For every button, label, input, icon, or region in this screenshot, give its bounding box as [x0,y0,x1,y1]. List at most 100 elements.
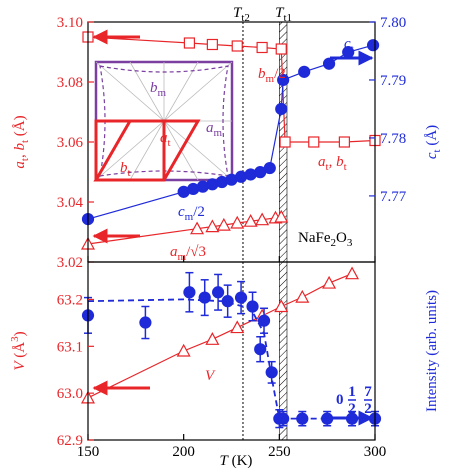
text-part: t2 [241,12,250,24]
marker [366,39,380,52]
series-line [87,298,375,420]
series-line [87,36,376,143]
text-part: t [344,161,347,173]
y-tick-label: 3.04 [57,195,84,211]
text-part: a [318,154,326,170]
transition-label: Tt2 [233,5,250,24]
text-part: b [150,80,158,96]
text-part: b [258,66,266,82]
y2-tick-label: 7.78 [380,131,406,147]
text-part: b [12,143,28,151]
y-tick-label: 3.10 [57,15,83,31]
inset-label: bm [150,80,167,99]
marker [230,215,245,229]
text-part: t [19,158,31,161]
text-part: a [160,130,168,146]
text-part: /2 [193,204,205,220]
text-part: t [19,140,31,143]
inset-label: am [206,120,223,139]
marker [345,266,360,280]
marker [342,46,355,59]
x-tick-label: 250 [268,444,291,460]
text-part: T [233,5,243,21]
text-part: t [128,167,131,179]
miller-index: 7 [364,384,372,400]
annotation: at, bt [318,154,347,173]
marker [274,299,289,313]
marker [231,40,243,52]
marker [190,221,205,235]
text-part: NaFe [298,230,331,246]
y-tick-label: 63.1 [57,339,83,355]
marker [275,102,288,116]
text-part: /2 [274,66,286,82]
text-part: (K) [228,453,253,469]
text-part: T [220,453,230,469]
marker [298,65,311,78]
text-part: , [329,154,337,170]
plot-layer [80,21,382,441]
y2-tick-label: 7.79 [380,73,406,89]
text-part: t [326,161,329,173]
y-axis-label: at, bt (Å) [12,115,31,168]
text-part: T [275,5,285,21]
text-part: t1 [284,12,293,24]
miller-index: 1 [348,384,356,400]
text-part: t [168,137,171,149]
y-tick-label: 63.0 [57,386,83,402]
text-part: , [12,151,28,159]
marker [243,213,258,227]
text-part: b [336,154,344,170]
text-part: Intensity (arb. units) [424,290,440,412]
panel-frame [87,261,376,441]
text-part: (Å [12,342,28,362]
text-part: (Å) [12,115,28,140]
y2-axis-label: ct (Å) [424,125,443,159]
text-part: m [214,127,223,139]
marker [256,41,268,54]
marker [308,136,320,148]
marker [176,343,191,357]
marker [274,209,289,223]
annotation: cm/2 [178,204,205,223]
marker [275,43,287,55]
y2-tick-label: 7.77 [380,189,407,205]
text-part: V [205,368,216,384]
marker [265,366,278,379]
marker [205,219,220,233]
marker [206,38,218,51]
y-tick-label: 3.02 [57,255,83,271]
marker [139,316,152,329]
transition-label: Tt1 [275,5,292,24]
y-tick-label: 3.06 [57,135,84,151]
marker [254,343,267,356]
inset-label: at [160,130,171,149]
text-part: /√3 [186,244,206,260]
text-part: ) [12,331,28,336]
marker [263,161,276,175]
text-part: t [431,149,443,152]
text-part: a [12,161,28,169]
text-part: 2 [331,237,337,249]
text-part: V [12,360,28,371]
marker [322,275,337,289]
marker [246,300,259,313]
text-part: c [424,152,440,159]
text-part: b [120,160,128,176]
marker [198,291,211,304]
marker [322,57,336,70]
text-part: (Å) [424,125,440,150]
annotation: ct [344,36,354,55]
text-part: m [178,251,187,263]
x-tick-label: 150 [77,444,100,460]
y-tick-label: 63.2 [57,292,83,308]
annotation: am/√3 [170,244,206,263]
text-part: c [178,204,185,220]
marker [216,217,231,231]
text-part: 3 [347,237,353,249]
marker [205,332,220,345]
marker [230,320,245,334]
miller-index: 2 [364,401,372,417]
marker [234,291,248,304]
